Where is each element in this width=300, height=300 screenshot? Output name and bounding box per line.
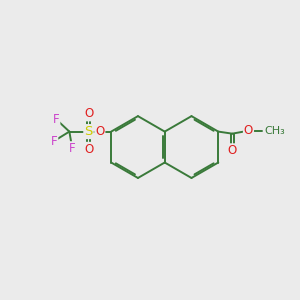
Text: S: S [84, 125, 93, 138]
Text: O: O [244, 124, 253, 137]
Text: F: F [53, 113, 59, 126]
Text: O: O [95, 125, 104, 138]
Text: F: F [51, 134, 57, 148]
Text: F: F [69, 142, 76, 155]
Text: O: O [84, 143, 93, 156]
Text: O: O [228, 144, 237, 157]
Text: O: O [84, 107, 93, 120]
Text: CH₃: CH₃ [264, 126, 285, 136]
